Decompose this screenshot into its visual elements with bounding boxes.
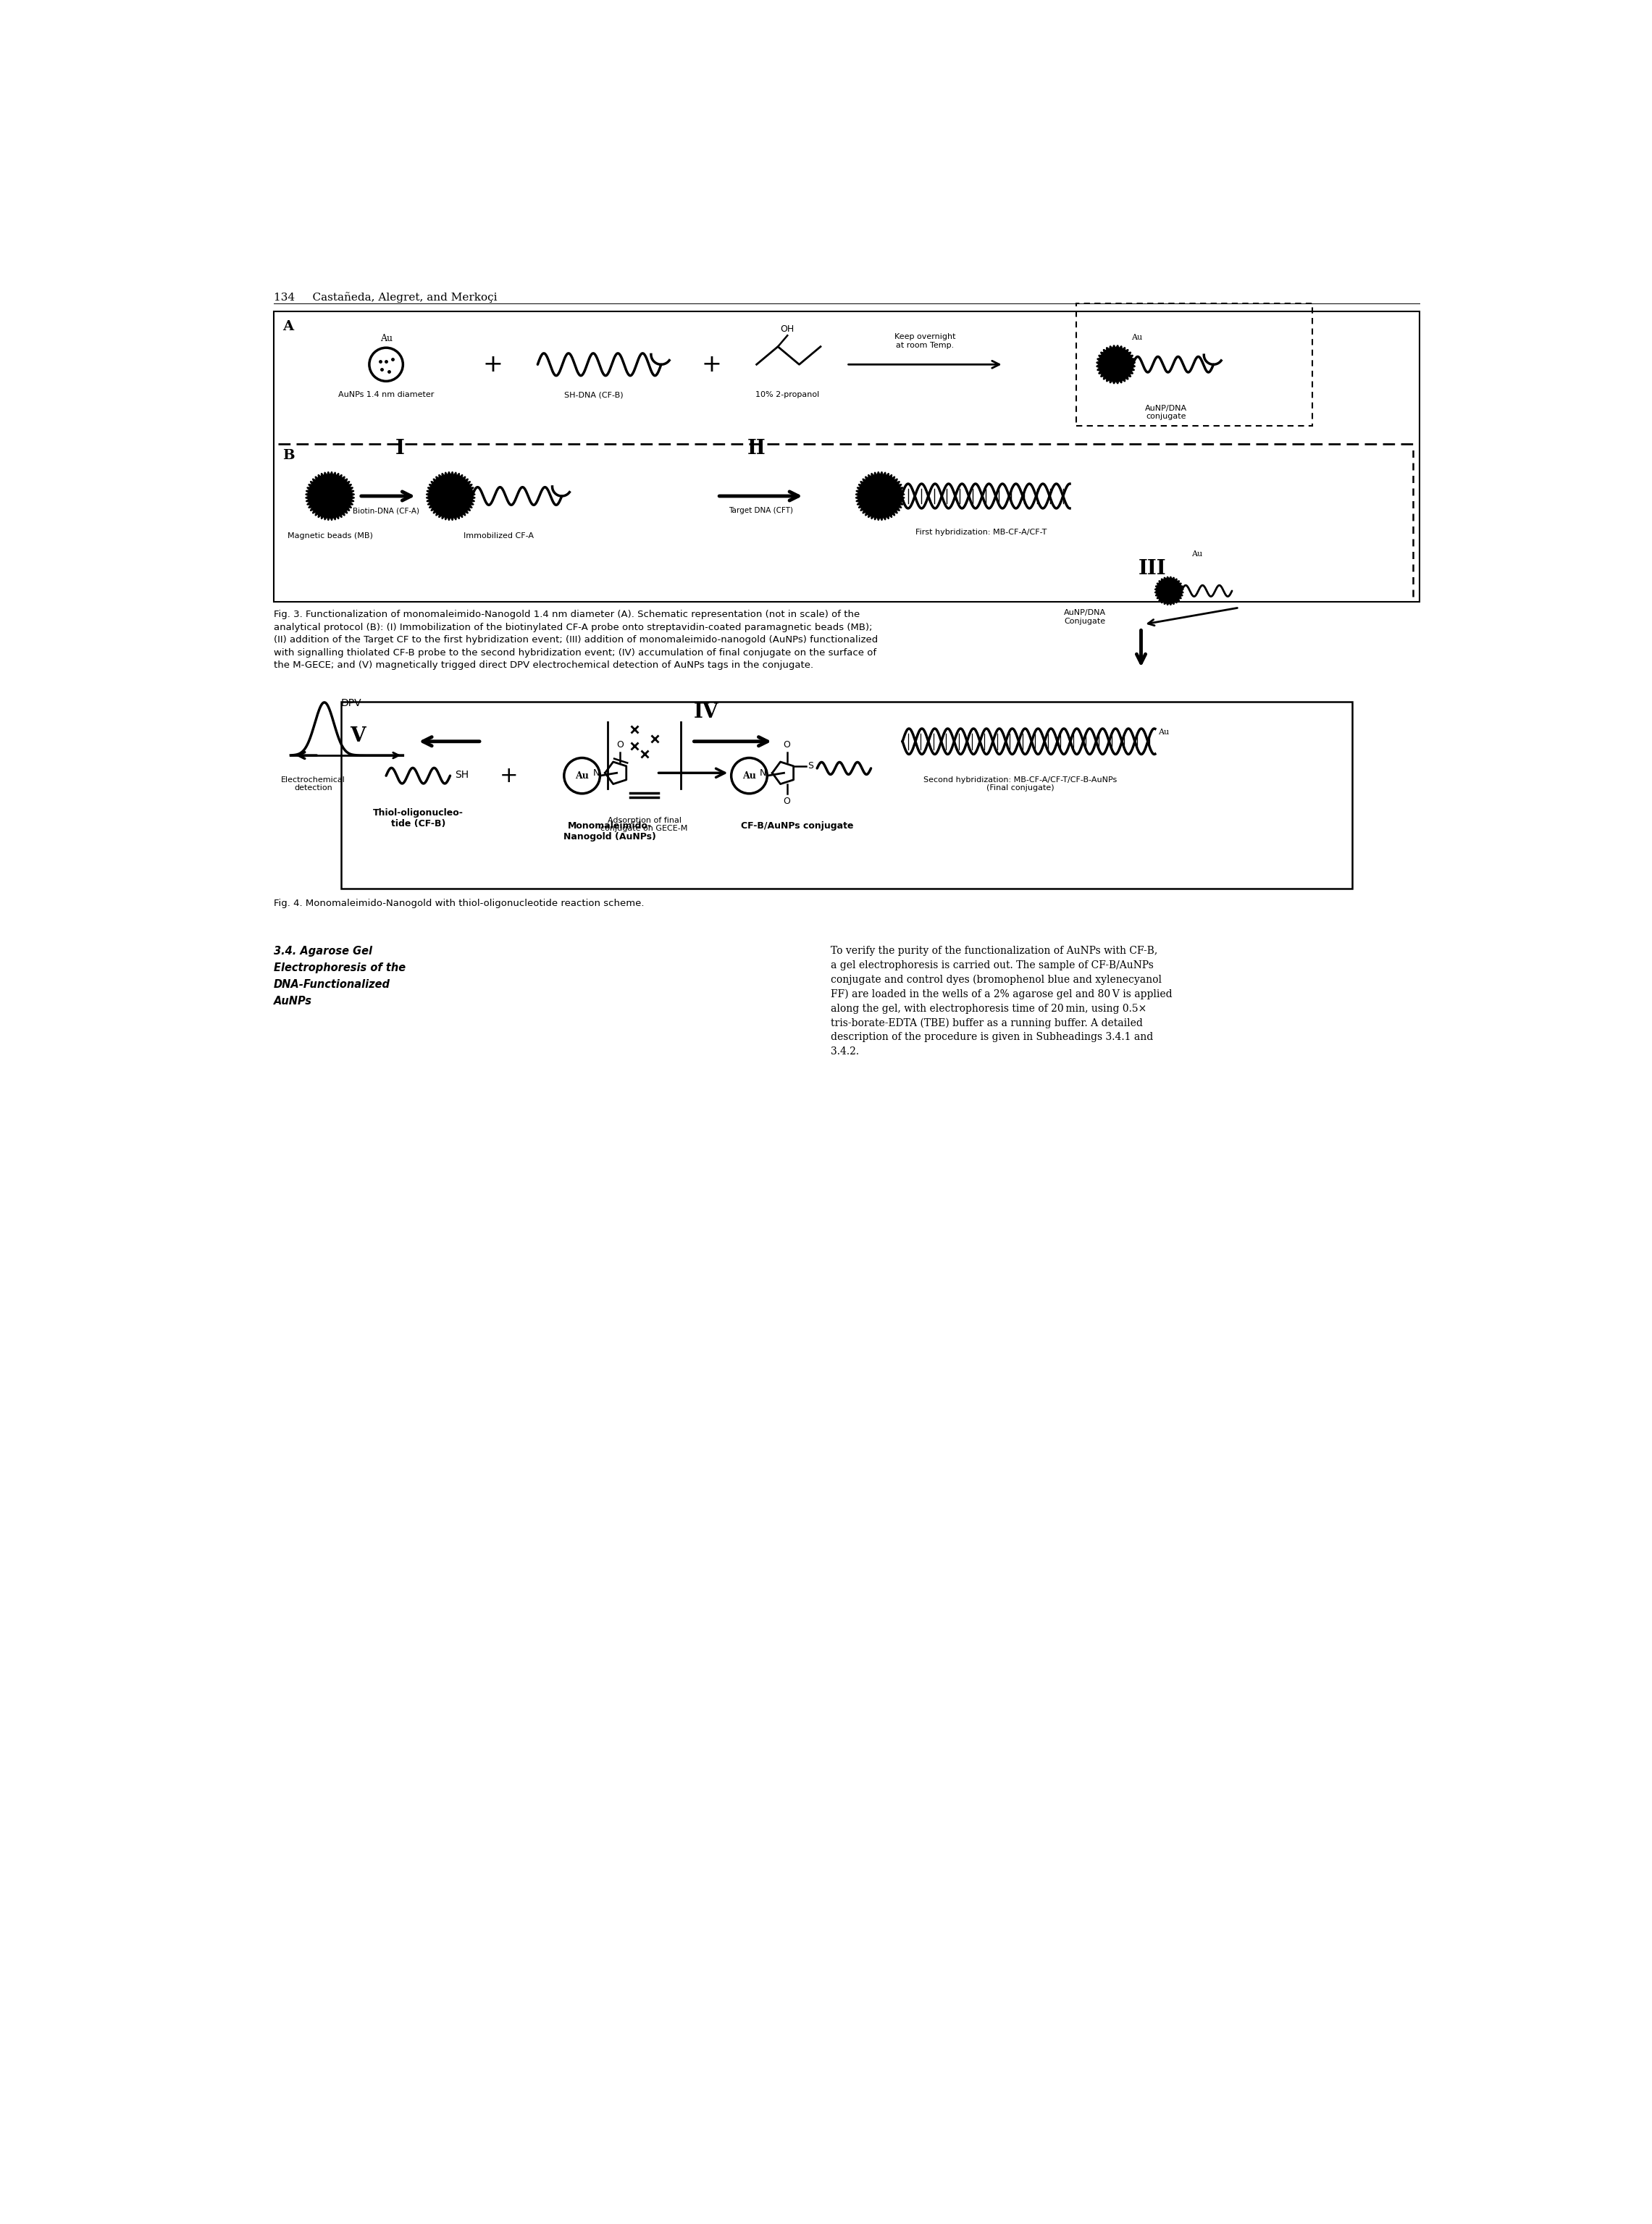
- Text: A: A: [282, 320, 292, 334]
- Text: O: O: [783, 796, 791, 805]
- Text: O: O: [783, 741, 791, 749]
- Polygon shape: [1097, 345, 1135, 383]
- Text: Biotin-DNA (CF-A): Biotin-DNA (CF-A): [354, 507, 420, 514]
- Text: Target DNA (CFT): Target DNA (CFT): [729, 507, 793, 514]
- Text: SH-DNA (CF-B): SH-DNA (CF-B): [565, 391, 623, 398]
- Text: +: +: [482, 354, 502, 376]
- Polygon shape: [426, 471, 476, 520]
- Text: N: N: [760, 767, 767, 778]
- Polygon shape: [306, 471, 354, 520]
- Text: N: N: [593, 767, 600, 778]
- Text: B: B: [282, 449, 294, 463]
- Text: Thiol-oligonucleo-
tide (CF-B): Thiol-oligonucleo- tide (CF-B): [373, 807, 463, 827]
- Text: Electrochemical
detection: Electrochemical detection: [281, 776, 345, 792]
- Polygon shape: [856, 471, 904, 520]
- Text: Adsorption of final
conjugate on GECE-M: Adsorption of final conjugate on GECE-M: [601, 816, 687, 832]
- Text: Au: Au: [1191, 549, 1203, 558]
- FancyBboxPatch shape: [342, 703, 1351, 890]
- Text: Au: Au: [1158, 729, 1170, 736]
- Text: 134     Castañeda, Alegret, and Merkoçi: 134 Castañeda, Alegret, and Merkoçi: [274, 291, 497, 302]
- Text: AuNP/DNA
Conjugate: AuNP/DNA Conjugate: [1064, 609, 1105, 625]
- Text: First hybridization: MB-CF-A/CF-T: First hybridization: MB-CF-A/CF-T: [915, 529, 1047, 536]
- Text: Magnetic beads (MB): Magnetic beads (MB): [287, 532, 373, 540]
- Text: O: O: [616, 741, 623, 749]
- Text: Second hybridization: MB-CF-A/CF-T/CF-B-AuNPs
(Final conjugate): Second hybridization: MB-CF-A/CF-T/CF-B-…: [923, 776, 1117, 792]
- Ellipse shape: [621, 727, 667, 743]
- Text: Fig. 4. Monomaleimido-Nanogold with thiol-oligonucleotide reaction scheme.: Fig. 4. Monomaleimido-Nanogold with thio…: [274, 898, 644, 907]
- Text: Au: Au: [575, 772, 588, 781]
- Text: Keep overnight
at room Temp.: Keep overnight at room Temp.: [894, 334, 955, 349]
- Polygon shape: [854, 716, 905, 767]
- Text: OH: OH: [780, 325, 795, 334]
- Text: Au: Au: [1132, 334, 1143, 340]
- Text: +: +: [501, 765, 519, 787]
- Text: CF-B/AuNPs conjugate: CF-B/AuNPs conjugate: [740, 821, 852, 832]
- Text: 10% 2-propanol: 10% 2-propanol: [755, 391, 819, 398]
- Text: V: V: [350, 725, 365, 745]
- Text: +: +: [702, 354, 722, 376]
- Text: To verify the purity of the functionalization of AuNPs with CF-B,
a gel electrop: To verify the purity of the functionaliz…: [831, 945, 1173, 1056]
- Text: II: II: [747, 438, 767, 458]
- Text: Monomaleimido-
Nanogold (AuNPs): Monomaleimido- Nanogold (AuNPs): [563, 821, 656, 841]
- Text: AuNPs 1.4 nm diameter: AuNPs 1.4 nm diameter: [339, 391, 434, 398]
- Text: 3.4. Agarose Gel
Electrophoresis of the
DNA-Functionalized
AuNPs: 3.4. Agarose Gel Electrophoresis of the …: [274, 945, 406, 1007]
- Text: DPV: DPV: [342, 698, 362, 707]
- FancyBboxPatch shape: [274, 311, 1419, 600]
- Text: Au: Au: [380, 334, 392, 342]
- Polygon shape: [1155, 576, 1183, 605]
- Text: AuNP/DNA
conjugate: AuNP/DNA conjugate: [1145, 405, 1188, 420]
- Text: Immobilized CF-A: Immobilized CF-A: [463, 532, 534, 540]
- Text: Au: Au: [742, 772, 757, 781]
- Text: S: S: [808, 761, 813, 772]
- Text: I: I: [395, 438, 405, 458]
- Text: III: III: [1138, 558, 1166, 578]
- Text: IV: IV: [694, 703, 719, 723]
- Text: Fig. 3. Functionalization of monomaleimido-Nanogold 1.4 nm diameter (A). Schemat: Fig. 3. Functionalization of monomaleimi…: [274, 609, 879, 669]
- Text: SH: SH: [454, 770, 469, 781]
